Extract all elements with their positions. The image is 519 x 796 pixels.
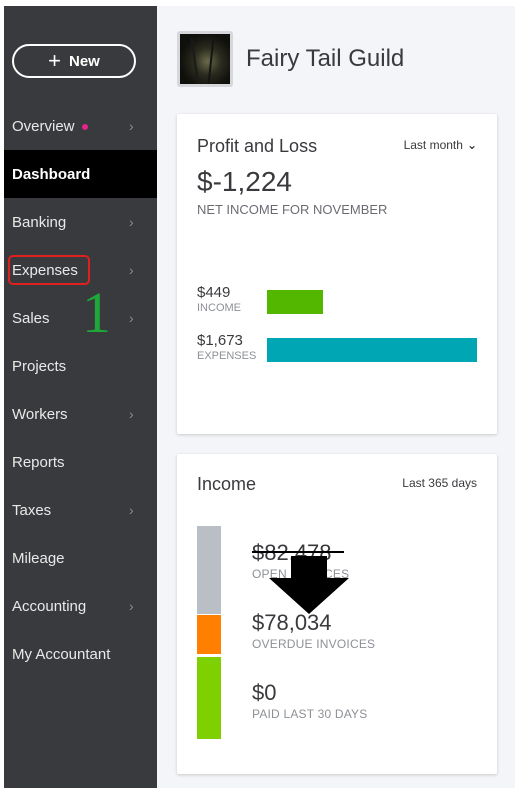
sidebar-item-label: Banking [12,213,67,231]
sidebar-item-label: Reports [12,453,65,471]
chevron-right-icon: › [129,406,134,422]
income-caption: INCOME [197,302,241,314]
sidebar-item-accounting[interactable]: Accounting › [4,582,157,630]
highlight-box [8,255,90,285]
chevron-right-icon: › [129,502,134,518]
income-stacked-bar [197,526,221,739]
paid-item[interactable]: $0 PAID LAST 30 DAYS [252,680,367,721]
chevron-right-icon: › [129,598,134,614]
overdue-invoices-amount: $78,034 [252,610,332,635]
company-logo[interactable] [177,31,233,87]
profit-loss-card: Profit and Loss Last month ⌄ $-1,224 NET… [177,114,497,434]
overdue-invoices-item[interactable]: $78,034 OVERDUE INVOICES [252,610,375,651]
sidebar-item-label: My Accountant [12,645,111,663]
income-bar[interactable] [267,290,323,314]
main-content: Fairy Tail Guild Profit and Loss Last mo… [157,6,515,788]
company-header: Fairy Tail Guild [177,31,404,87]
sidebar-item-label: Sales [12,309,50,327]
company-name: Fairy Tail Guild [246,45,405,72]
sidebar-item-sales[interactable]: Sales › [4,294,157,342]
sidebar-item-label: Overview [12,117,75,135]
expenses-caption: EXPENSES [197,350,257,362]
sidebar-nav: Overview › Dashboard Banking › Expenses … [4,102,157,678]
range-label: Last 365 days [402,476,477,490]
expenses-row[interactable]: $1,673 EXPENSES [197,332,482,368]
paid-amount: $0 [252,680,277,705]
open-invoices-segment[interactable] [197,526,221,614]
sidebar-item-overview[interactable]: Overview › [4,102,157,150]
paid-segment[interactable] [197,657,221,739]
range-label: Last month [403,138,463,152]
sidebar-item-expenses[interactable]: Expenses › [4,246,157,294]
strike-line [252,551,344,553]
range-dropdown[interactable]: Last month ⌄ [404,138,477,152]
sidebar-item-label: Workers [12,405,68,423]
income-amount: $449 [197,284,231,301]
sidebar-item-projects[interactable]: Projects [4,342,157,390]
profit-loss-title[interactable]: Profit and Loss [197,136,318,156]
chevron-down-icon: ⌄ [466,138,477,152]
paid-label: PAID LAST 30 DAYS [252,707,368,721]
notification-dot [81,123,88,130]
expenses-amount: $1,673 [197,332,243,349]
sidebar-item-label: Projects [12,357,67,375]
expenses-bar[interactable] [267,338,477,362]
chevron-right-icon: › [129,214,134,230]
chevron-right-icon: › [129,118,134,134]
net-income-amount[interactable]: $-1,224 [197,166,292,197]
sidebar-item-my-accountant[interactable]: My Accountant [4,630,157,678]
sidebar-item-label: Taxes [12,501,52,519]
sidebar-item-reports[interactable]: Reports [4,438,157,486]
sidebar: + New Overview › Dashboard Banking › Exp… [4,6,157,788]
chevron-right-icon: › [129,262,134,278]
net-income-label: NET INCOME FOR NOVEMBER [197,202,388,217]
sidebar-item-label: Expenses [12,261,78,279]
sidebar-item-label: Accounting [12,597,87,615]
income-title[interactable]: Income [197,474,257,494]
chevron-right-icon: › [129,310,134,326]
sidebar-item-mileage[interactable]: Mileage [4,534,157,582]
income-row[interactable]: $449 INCOME [197,284,482,320]
annotation-number: 1 [82,280,111,345]
down-arrow-icon [269,556,349,614]
plus-icon: + [48,48,61,73]
sidebar-item-taxes[interactable]: Taxes › [4,486,157,534]
overdue-invoices-label: OVERDUE INVOICES [252,637,376,651]
income-card: Income Last 365 days $82,478 OPEN INVOIC… [177,454,497,774]
sidebar-item-banking[interactable]: Banking › [4,198,157,246]
sidebar-item-label: Dashboard [12,165,91,183]
sidebar-item-label: Mileage [12,549,65,567]
overdue-invoices-segment[interactable] [197,615,221,654]
sidebar-item-workers[interactable]: Workers › [4,390,157,438]
new-button[interactable]: + New [12,44,136,78]
new-button-label: New [69,52,100,70]
sidebar-item-dashboard[interactable]: Dashboard [4,150,157,198]
